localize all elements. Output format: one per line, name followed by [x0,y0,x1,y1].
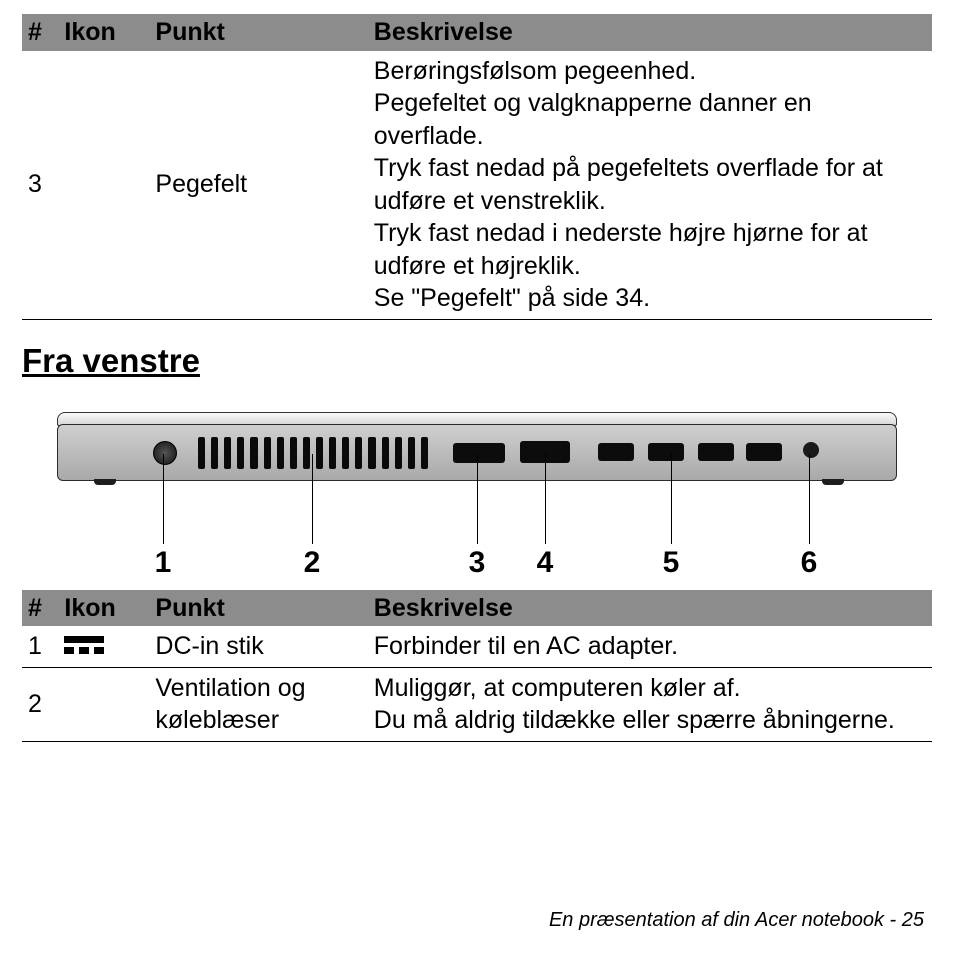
cell-punkt: Ventilation og køleblæser [149,667,367,741]
cell-icon [58,667,149,741]
cell-punkt: Pegefelt [149,51,367,320]
table-top: # Ikon Punkt Beskrivelse 3 Pegefelt Berø… [22,14,932,320]
leader-line [163,454,164,544]
leader-line [809,454,810,544]
page-footer: En præsentation af din Acer notebook - 2… [549,909,924,932]
leader-label: 3 [469,546,486,580]
hdr-besk: Beskrivelse [368,590,932,627]
cell-icon [58,51,149,320]
vent-slots [198,437,428,469]
usb-port-icon [746,443,782,461]
table-top-header: # Ikon Punkt Beskrivelse [22,14,932,51]
leader-label: 5 [663,546,680,580]
leader-label: 4 [537,546,554,580]
hdr-num: # [22,14,58,51]
leader-line [477,454,478,544]
port-icon [453,443,505,463]
table-bottom-row-2: 2 Ventilation og køleblæser Muliggør, at… [22,667,932,741]
hdr-num: # [22,590,58,627]
cell-besk: Forbinder til en AC adapter. [368,626,932,667]
cell-num: 3 [22,51,58,320]
cell-num: 2 [22,667,58,741]
hdr-icon: Ikon [58,14,149,51]
leader-line [312,454,313,544]
dc-in-icon [64,636,104,654]
leader-line [671,454,672,544]
cell-besk: Berøringsfølsom pegeenhed. Pegefeltet og… [368,51,932,320]
leader-label: 1 [155,546,172,580]
leader-label: 2 [304,546,321,580]
dc-in-jack-icon [153,441,177,465]
hdr-icon: Ikon [58,590,149,627]
table-bottom-header: # Ikon Punkt Beskrivelse [22,590,932,627]
rubber-foot [94,479,116,485]
cell-icon [58,626,149,667]
cell-num: 1 [22,626,58,667]
leader-line [545,454,546,544]
rubber-foot [822,479,844,485]
table-bottom-row-1: 1 DC-in stik Forbinder til en AC adapter… [22,626,932,667]
usb-port-icon [648,443,684,461]
page: # Ikon Punkt Beskrivelse 3 Pegefelt Berø… [0,0,954,954]
hdr-besk: Beskrivelse [368,14,932,51]
hdr-punkt: Punkt [149,14,367,51]
cell-punkt: DC-in stik [149,626,367,667]
table-top-row-3: 3 Pegefelt Berøringsfølsom pegeenhed. Pe… [22,51,932,320]
audio-jack-icon [803,442,819,458]
laptop-left-side-diagram: 1 2 3 4 5 6 [57,394,897,584]
usb-port-icon [698,443,734,461]
cell-besk: Muliggør, at computeren køler af. Du må … [368,667,932,741]
section-heading: Fra venstre [22,342,932,380]
leader-label: 6 [801,546,818,580]
hdr-punkt: Punkt [149,590,367,627]
table-bottom: # Ikon Punkt Beskrivelse 1 DC-in stik Fo… [22,590,932,742]
usb-port-icon [598,443,634,461]
